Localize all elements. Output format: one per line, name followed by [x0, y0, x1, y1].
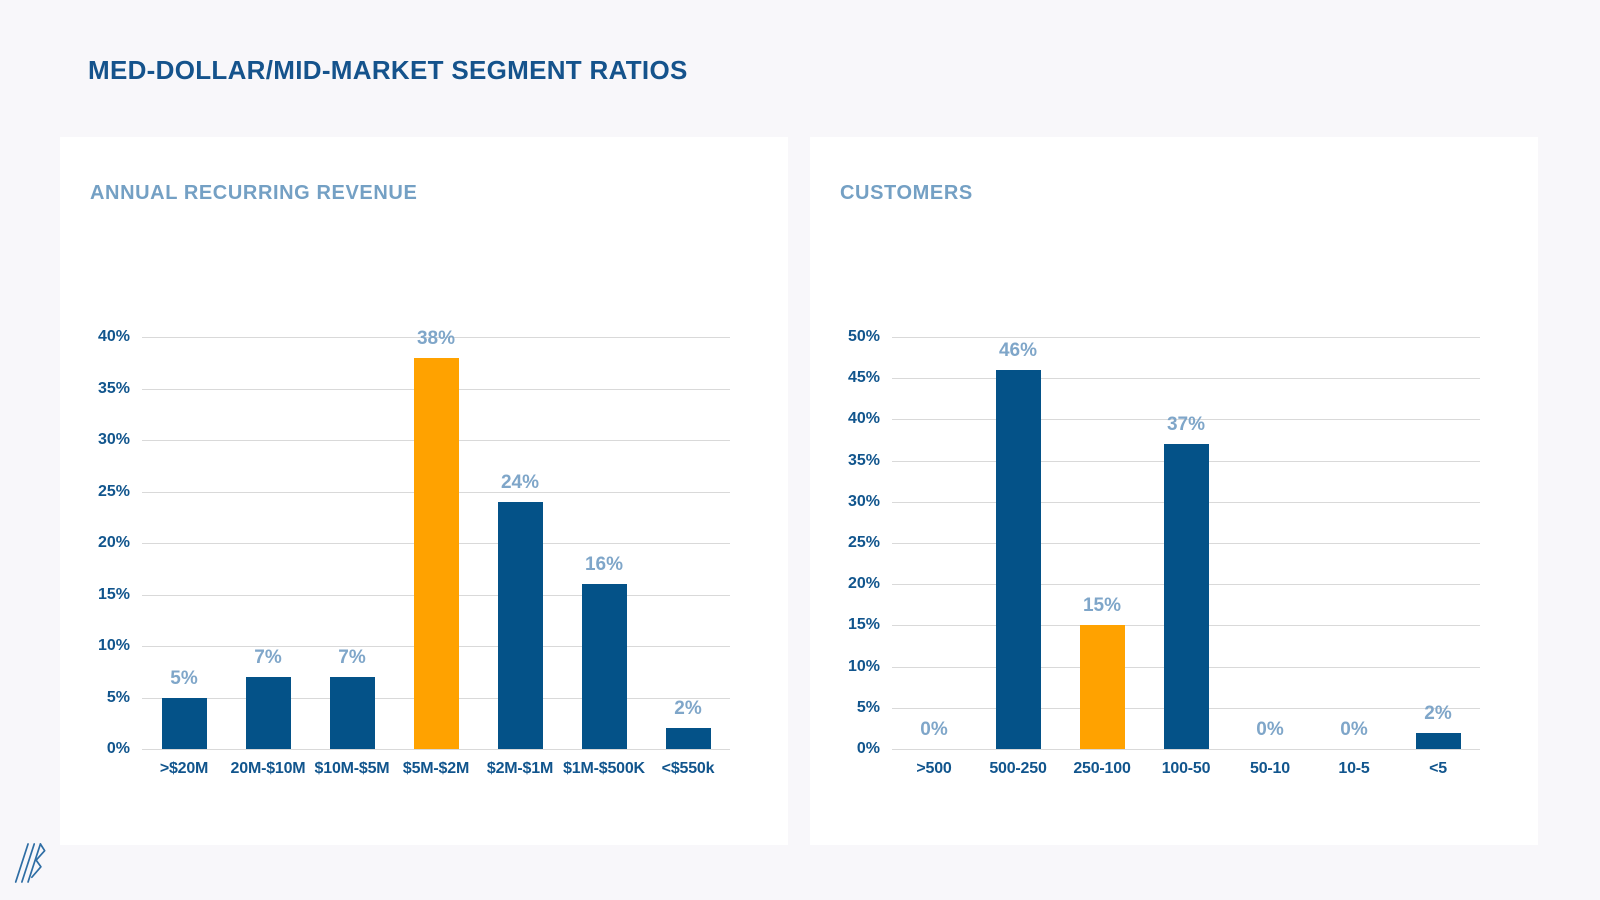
page-title: MED-DOLLAR/MID-MARKET SEGMENT RATIOS: [88, 55, 688, 85]
bar-slot: 2%: [646, 337, 730, 749]
x-tick-label: $1M-$500K: [563, 760, 645, 777]
gridline: [892, 378, 1480, 380]
bar-slot: 0%: [892, 337, 976, 749]
bar-slot: 15%: [1060, 337, 1144, 749]
gridline: [142, 749, 730, 750]
x-axis-labels: >500 500-250 250-100 100-50 50-10 10-5 <5: [892, 760, 1480, 778]
y-tick-label: 10%: [97, 637, 130, 654]
chart-subtitle-arr: ANNUAL RECURRING REVENUE: [90, 182, 418, 204]
gridline: [892, 749, 1480, 750]
plot-area: 5% 7% 7% 38% 24% 16% 2%: [142, 328, 730, 750]
bar-value-label: 7%: [338, 646, 366, 668]
y-tick-label: 0%: [856, 740, 880, 757]
y-tick-label: 40%: [97, 328, 130, 345]
x-tick-label: >500: [916, 760, 952, 777]
x-tick-label: <5: [1429, 760, 1447, 777]
bar-value-label: 46%: [998, 339, 1038, 361]
y-tick-label: 45%: [847, 369, 880, 387]
x-tick-label: 100-50: [1161, 760, 1211, 777]
bar: [1163, 444, 1209, 749]
bar-slot: 0%: [1312, 337, 1396, 749]
y-tick-label: 20%: [97, 534, 130, 551]
bar: [1415, 732, 1461, 749]
x-tick-label: >$20M: [159, 760, 209, 777]
x-tick-label: $5M-$2M: [402, 760, 470, 777]
y-axis-labels: 0% 5% 10% 15% 20% 25% 30% 35% 40% 45% 50%: [822, 328, 880, 757]
y-tick-label: 5%: [106, 688, 130, 706]
bar-value-label: 2%: [674, 698, 702, 720]
bar-value-label: 24%: [500, 471, 540, 493]
bar: [161, 697, 207, 749]
bar: [1079, 625, 1125, 749]
gridline: [142, 337, 730, 338]
chart-subtitle-customers: CUSTOMERS: [840, 182, 973, 204]
bar-slot: 7%: [310, 337, 394, 749]
y-axis-labels: 0% 5% 10% 15% 20% 25% 30% 35% 40%: [72, 328, 130, 757]
bar-slot: 5%: [142, 337, 226, 749]
y-tick-label: 35%: [97, 379, 130, 397]
x-tick-label: 10-5: [1338, 760, 1370, 777]
bar-value-label: 15%: [1082, 595, 1122, 617]
x-tick-label: <$550k: [661, 760, 715, 777]
bar-slot: 0%: [1228, 337, 1312, 749]
y-tick-label: 0%: [106, 740, 130, 757]
x-tick-label: 20M-$10M: [230, 760, 306, 777]
x-axis-labels: >$20M 20M-$10M $10M-$5M $5M-$2M $2M-$1M $1M-$…: [142, 760, 730, 778]
bar: [665, 728, 711, 749]
plot-area: 0% 46% 15% 37% 0% 0% 2%: [892, 337, 1480, 750]
y-tick-label: 25%: [847, 534, 880, 551]
bar-value-label: 5%: [170, 667, 198, 689]
y-tick-label: 35%: [847, 451, 880, 469]
y-tick-label: 40%: [847, 410, 880, 428]
x-tick-label: 50-10: [1250, 760, 1290, 777]
gridline: [892, 337, 1480, 338]
y-tick-label: 10%: [847, 657, 880, 675]
bar-slot: 37%: [1144, 337, 1228, 749]
y-tick-label: 30%: [97, 431, 130, 448]
bar-value-label: 7%: [254, 646, 282, 668]
bar: [497, 501, 543, 749]
y-tick-label: 15%: [847, 616, 880, 634]
gridline: [892, 419, 1480, 421]
bar-slot: 24%: [478, 337, 562, 749]
y-tick-label: 25%: [97, 482, 130, 500]
y-tick-label: 5%: [856, 698, 880, 716]
bar: [995, 369, 1041, 749]
x-tick-label: 250-100: [1073, 760, 1131, 777]
bar-slot: 7%: [226, 337, 310, 749]
bar: [329, 676, 375, 749]
bar-value-label: 38%: [416, 327, 456, 349]
y-tick-label: 30%: [847, 492, 880, 510]
bar-slot: 2%: [1396, 337, 1480, 749]
bar-value-label: 0%: [1256, 719, 1284, 740]
bar-slot: 46%: [976, 337, 1060, 749]
x-tick-label: 500-250: [989, 760, 1047, 777]
bar-value-label: 37%: [1166, 414, 1206, 436]
bar-value-label: 16%: [584, 554, 624, 576]
bar-chart-customers: 0% 5% 10% 15% 20% 25% 30% 35% 40% 45% 50% 0% 46% 15%…: [810, 137, 1538, 845]
y-tick-label: 20%: [847, 575, 880, 593]
bar: [413, 357, 459, 749]
bar-value-label: 0%: [920, 719, 948, 740]
bar-value-label: 2%: [1424, 702, 1452, 724]
chart-panel-annual-recurring-revenue: ANNUAL RECURRING REVENUE 0% 5% 10% 15% 20% 25…: [60, 137, 788, 845]
x-tick-label: $2M-$1M: [486, 760, 554, 777]
x-tick-label: $10M-$5M: [314, 760, 390, 777]
bar-slot: 16%: [562, 337, 646, 749]
y-tick-label: 50%: [847, 328, 880, 345]
bar-slot: 38%: [394, 328, 478, 749]
bar: [245, 676, 291, 749]
bar-value-label: 0%: [1340, 719, 1368, 740]
slash-b-brand-logo-icon: [10, 838, 48, 893]
bar: [581, 584, 627, 749]
bar-chart-annual-recurring-revenue: 0% 5% 10% 15% 20% 25% 30% 35% 40% 5% 7% 7% 38% 24% 16…: [60, 137, 788, 845]
chart-panel-customers: CUSTOMERS 0% 5% 10% 15% 20% 25% 30% 35% 40% 45% 50…: [810, 137, 1538, 845]
y-tick-label: 15%: [97, 585, 130, 603]
